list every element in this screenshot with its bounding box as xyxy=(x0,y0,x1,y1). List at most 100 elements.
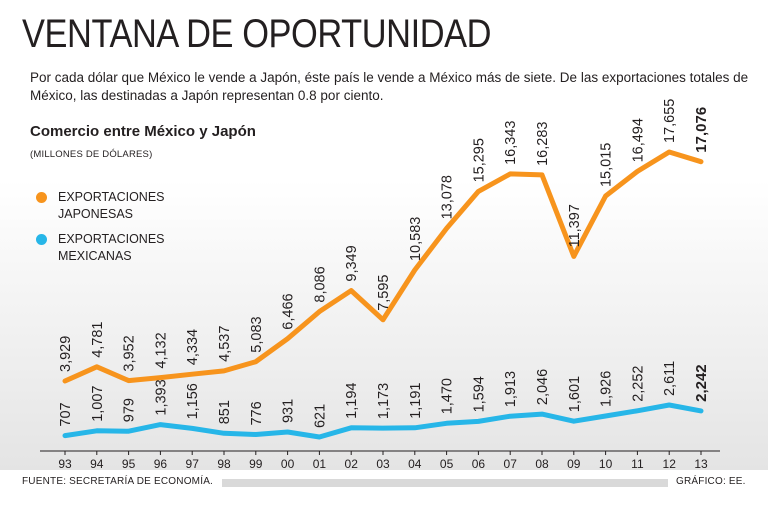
data-point xyxy=(190,426,195,431)
legend-swatch-orange xyxy=(36,192,47,203)
data-point xyxy=(508,414,513,419)
x-tick-label: 00 xyxy=(281,457,295,471)
data-label: 17,076 xyxy=(693,107,710,153)
data-label: 7,595 xyxy=(376,275,392,311)
data-label: 3,952 xyxy=(122,335,138,371)
data-point xyxy=(222,368,226,373)
data-label: 2,046 xyxy=(535,369,551,405)
data-point xyxy=(317,435,322,439)
data-point xyxy=(190,372,195,377)
data-point xyxy=(63,433,67,438)
data-point xyxy=(571,419,576,424)
data-point xyxy=(603,194,608,199)
data-point xyxy=(317,309,322,314)
x-tick-label: 99 xyxy=(249,457,263,471)
data-point xyxy=(158,375,163,380)
data-point xyxy=(222,431,226,436)
data-label: 1,601 xyxy=(567,376,583,412)
x-tick-label: 09 xyxy=(567,457,581,471)
x-tick-label: 13 xyxy=(694,457,708,471)
legend-swatch-blue xyxy=(36,234,47,245)
data-point xyxy=(667,150,672,154)
data-label: 9,349 xyxy=(344,245,360,281)
data-point xyxy=(699,159,703,164)
x-tick-label: 07 xyxy=(504,457,518,471)
data-point xyxy=(349,425,354,430)
data-label: 776 xyxy=(249,401,265,425)
page-title: VENTANA DE OPORTUNIDAD xyxy=(22,12,492,56)
source-note: FUENTE: SECRETARÍA DE ECONOMÍA. xyxy=(22,476,218,487)
data-point xyxy=(158,422,163,427)
data-point xyxy=(412,425,417,430)
data-point xyxy=(444,421,449,426)
x-tick-label: 95 xyxy=(122,457,136,471)
x-tick-label: 94 xyxy=(90,457,104,471)
x-tick-label: 98 xyxy=(217,457,231,471)
data-label: 707 xyxy=(58,402,74,426)
x-axis: 93 94 95 96 97 98 99 00 01 02 03 04 05 06 07 08 09 10 11 12… xyxy=(40,450,720,471)
data-label: 1,007 xyxy=(90,386,106,422)
data-point xyxy=(381,426,385,431)
data-label: 17,655 xyxy=(662,99,678,143)
data-label: 16,283 xyxy=(535,122,551,166)
legend-label: EXPORTACIONES MEXICANAS xyxy=(58,232,165,263)
data-label: 851 xyxy=(217,400,233,424)
data-label: 10,583 xyxy=(408,217,424,261)
data-label: 13,078 xyxy=(440,175,456,219)
data-point xyxy=(381,317,385,322)
x-tick-label: 06 xyxy=(472,457,486,471)
data-point xyxy=(63,379,67,383)
x-tick-label: 12 xyxy=(663,457,677,471)
data-label: 1,393 xyxy=(153,379,169,415)
x-tick-label: 11 xyxy=(631,457,644,471)
data-label: 2,252 xyxy=(630,366,646,402)
data-label: 4,537 xyxy=(217,326,233,362)
data-point xyxy=(667,403,672,407)
x-tick-label: 96 xyxy=(154,457,168,471)
data-point xyxy=(476,419,481,424)
data-point xyxy=(126,429,131,434)
data-label: 2,242 xyxy=(693,364,710,402)
data-label: 1,926 xyxy=(599,371,615,407)
data-label: 5,083 xyxy=(249,316,265,352)
data-point xyxy=(94,428,99,433)
graphic-credit: GRÁFICO: EE. xyxy=(672,476,746,487)
x-tick-label: 05 xyxy=(440,457,454,471)
data-point xyxy=(540,172,544,177)
data-point xyxy=(94,364,99,369)
data-label: 1,156 xyxy=(185,383,201,419)
data-label: 15,015 xyxy=(599,143,615,187)
data-label: 15,295 xyxy=(471,138,487,182)
data-label: 2,611 xyxy=(662,361,678,396)
data-label: 1,194 xyxy=(344,383,360,419)
x-tick-label: 01 xyxy=(313,457,327,471)
x-tick-label: 10 xyxy=(599,457,613,471)
chart-title: Comercio entre México y Japón xyxy=(30,123,256,140)
data-label: 16,494 xyxy=(630,118,646,162)
data-label: 1,913 xyxy=(503,371,519,407)
x-tick-label: 08 xyxy=(535,457,549,471)
data-point xyxy=(444,226,449,231)
data-label: 16,343 xyxy=(503,121,519,165)
data-label: 3,929 xyxy=(58,336,74,372)
plot-background xyxy=(0,180,768,472)
data-point xyxy=(253,432,258,437)
data-label: 931 xyxy=(281,399,297,423)
x-tick-label: 93 xyxy=(58,457,72,471)
data-label: 4,334 xyxy=(185,329,201,365)
chart-units: (MILLONES DE DÓLARES) xyxy=(30,149,153,160)
data-point xyxy=(412,267,417,272)
x-tick-label: 03 xyxy=(376,457,390,471)
data-point xyxy=(635,169,640,174)
data-label: 8,086 xyxy=(312,266,328,302)
data-point xyxy=(285,430,290,435)
data-point xyxy=(635,408,640,413)
data-point xyxy=(540,412,544,417)
intro-text: Por cada dólar que México le vende a Jap… xyxy=(30,70,749,103)
data-label: 621 xyxy=(312,404,328,428)
data-label: 1,594 xyxy=(471,376,487,412)
data-point xyxy=(253,359,258,364)
footer-rule xyxy=(222,479,668,487)
x-tick-label: 02 xyxy=(345,457,359,471)
